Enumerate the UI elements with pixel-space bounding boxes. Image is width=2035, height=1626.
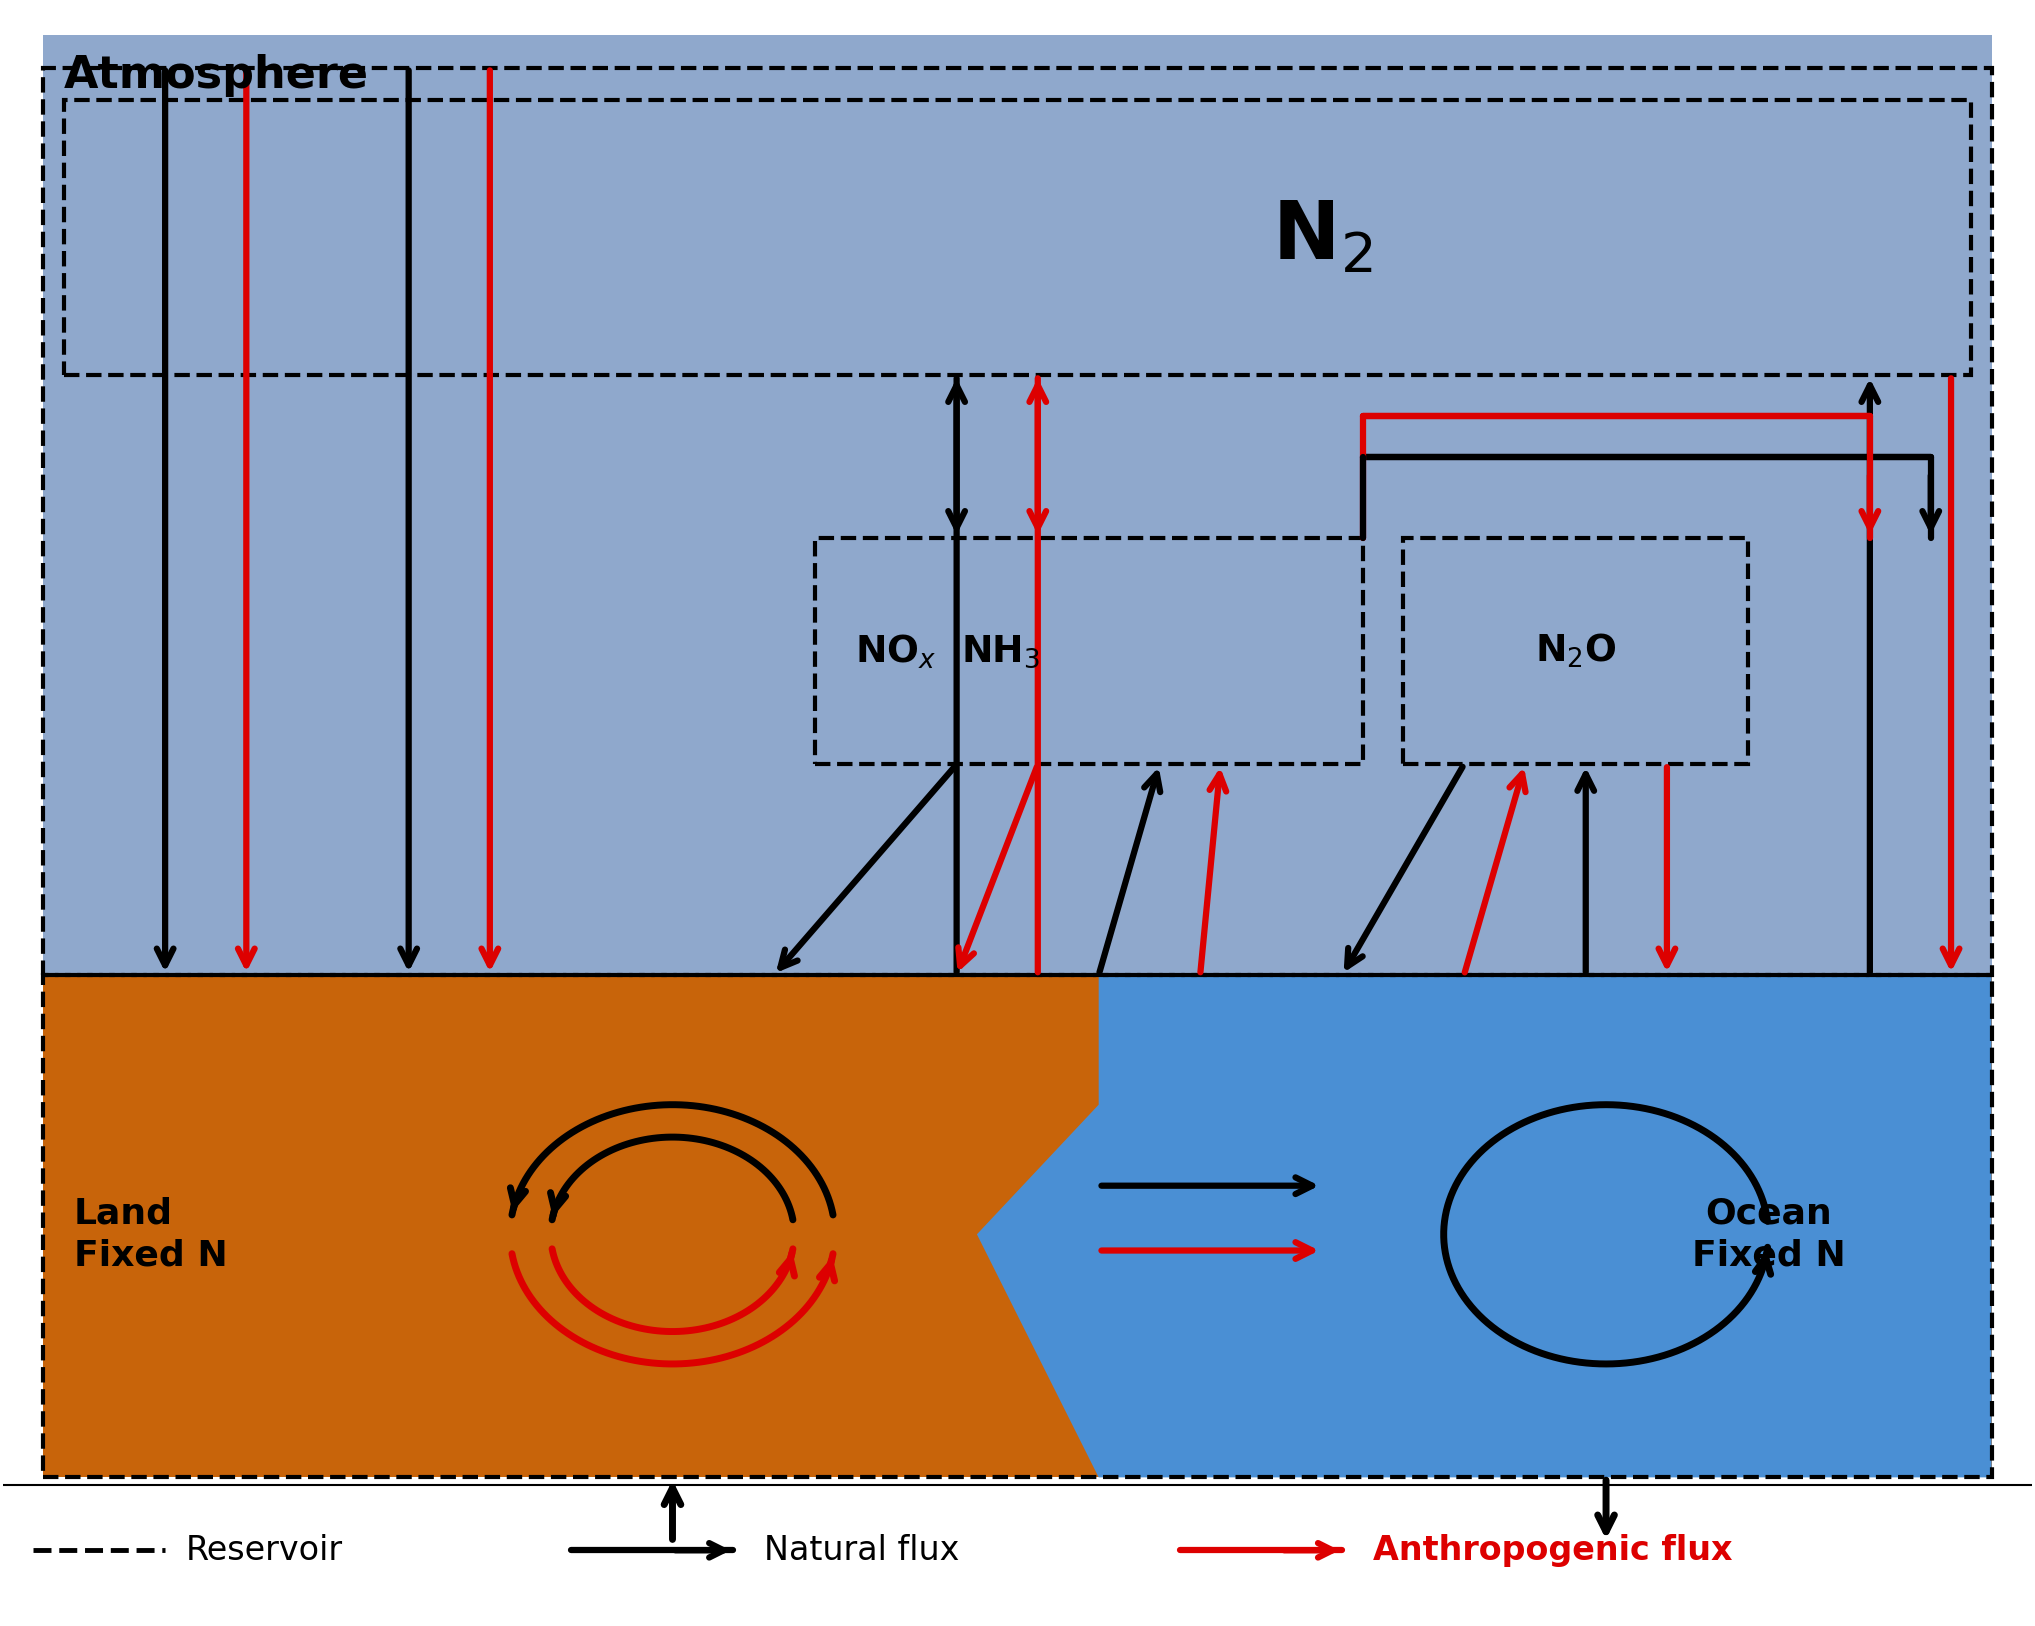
FancyBboxPatch shape <box>43 976 1992 1478</box>
Text: N$_2$: N$_2$ <box>1272 198 1372 276</box>
Text: Ocean
Fixed N: Ocean Fixed N <box>1691 1197 1846 1273</box>
Text: Anthropogenic flux: Anthropogenic flux <box>1374 1533 1732 1567</box>
Text: Land
Fixed N: Land Fixed N <box>73 1197 228 1273</box>
FancyBboxPatch shape <box>43 36 1992 976</box>
Text: Natural flux: Natural flux <box>763 1533 958 1567</box>
Text: NO$_x$  NH$_3$: NO$_x$ NH$_3$ <box>855 633 1040 670</box>
Polygon shape <box>977 976 1992 1478</box>
Text: Atmosphere: Atmosphere <box>63 54 368 98</box>
Text: Reservoir: Reservoir <box>185 1533 342 1567</box>
Text: N$_2$O: N$_2$O <box>1534 633 1616 670</box>
